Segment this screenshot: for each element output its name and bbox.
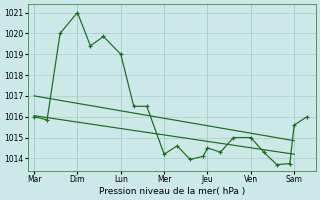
X-axis label: Pression niveau de la mer( hPa ): Pression niveau de la mer( hPa ) (99, 187, 245, 196)
